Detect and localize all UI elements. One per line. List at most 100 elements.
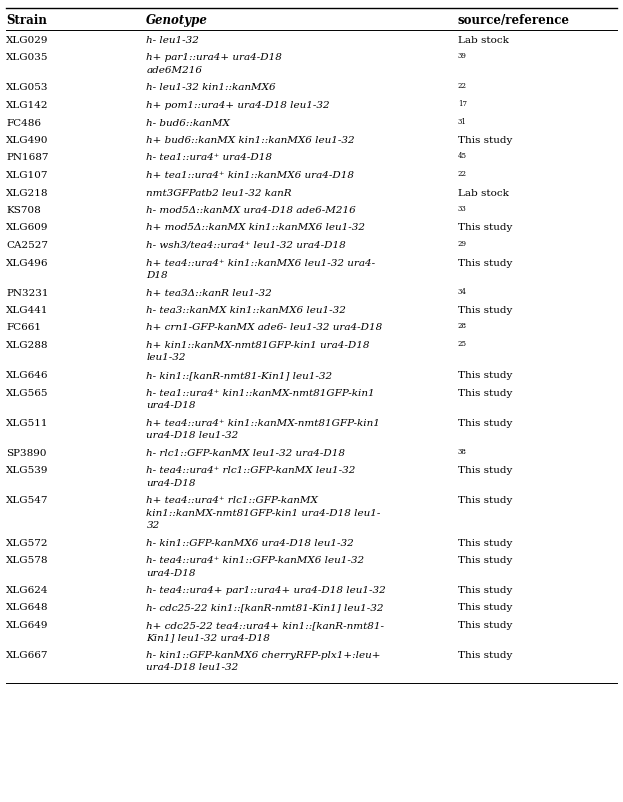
- Text: ura4-D18: ura4-D18: [146, 401, 196, 410]
- Text: h- tea4::ura4⁺ rlc1::GFP-kanMX leu1-32: h- tea4::ura4⁺ rlc1::GFP-kanMX leu1-32: [146, 466, 356, 475]
- Text: leu1-32: leu1-32: [146, 354, 186, 363]
- Text: kin1::kanMX-nmt81GFP-kin1 ura4-D18 leu1-: kin1::kanMX-nmt81GFP-kin1 ura4-D18 leu1-: [146, 508, 381, 517]
- Text: XLG667: XLG667: [6, 651, 49, 660]
- Text: XLG053: XLG053: [6, 83, 49, 92]
- Text: ura4-D18: ura4-D18: [146, 479, 196, 488]
- Text: Kin1] leu1-32 ura4-D18: Kin1] leu1-32 ura4-D18: [146, 634, 270, 642]
- Text: XLG035: XLG035: [6, 54, 49, 63]
- Text: XLG547: XLG547: [6, 496, 49, 505]
- Text: XLG107: XLG107: [6, 171, 49, 180]
- Text: h- tea1::ura4⁺ kin1::kanMX-nmt81GFP-kin1: h- tea1::ura4⁺ kin1::kanMX-nmt81GFP-kin1: [146, 388, 375, 398]
- Text: This study: This study: [458, 538, 512, 548]
- Text: XLG441: XLG441: [6, 306, 49, 315]
- Text: D18: D18: [146, 271, 168, 280]
- Text: 25: 25: [458, 340, 467, 348]
- Text: h- tea4::ura4⁺ kin1::GFP-kanMX6 leu1-32: h- tea4::ura4⁺ kin1::GFP-kanMX6 leu1-32: [146, 556, 364, 565]
- Text: XLG565: XLG565: [6, 388, 49, 398]
- Text: 29: 29: [458, 240, 467, 248]
- Text: XLG218: XLG218: [6, 188, 49, 197]
- Text: Lab stock: Lab stock: [458, 36, 509, 45]
- Text: This study: This study: [458, 466, 512, 475]
- Text: h- tea3::kanMX kin1::kanMX6 leu1-32: h- tea3::kanMX kin1::kanMX6 leu1-32: [146, 306, 346, 315]
- Text: h+ tea1::ura4⁺ kin1::kanMX6 ura4-D18: h+ tea1::ura4⁺ kin1::kanMX6 ura4-D18: [146, 171, 354, 180]
- Text: h- leu1-32: h- leu1-32: [146, 36, 199, 45]
- Text: SP3890: SP3890: [6, 448, 47, 457]
- Text: This study: This study: [458, 258, 512, 268]
- Text: ura4-D18 leu1-32: ura4-D18 leu1-32: [146, 663, 239, 673]
- Text: 22: 22: [458, 83, 467, 91]
- Text: XLG490: XLG490: [6, 136, 49, 145]
- Text: 33: 33: [458, 205, 467, 213]
- Text: XLG624: XLG624: [6, 586, 49, 595]
- Text: ade6M216: ade6M216: [146, 66, 202, 75]
- Text: h+ tea3Δ::kanR leu1-32: h+ tea3Δ::kanR leu1-32: [146, 289, 272, 298]
- Text: FC661: FC661: [6, 323, 41, 333]
- Text: h+ mod5Δ::kanMX kin1::kanMX6 leu1-32: h+ mod5Δ::kanMX kin1::kanMX6 leu1-32: [146, 224, 366, 233]
- Text: PN3231: PN3231: [6, 289, 49, 298]
- Text: This study: This study: [458, 419, 512, 427]
- Text: This study: This study: [458, 388, 512, 398]
- Text: h+ tea4::ura4⁺ kin1::kanMX6 leu1-32 ura4-: h+ tea4::ura4⁺ kin1::kanMX6 leu1-32 ura4…: [146, 258, 376, 268]
- Text: XLG572: XLG572: [6, 538, 49, 548]
- Text: XLG648: XLG648: [6, 603, 49, 613]
- Text: 32: 32: [146, 521, 159, 530]
- Text: This study: This study: [458, 603, 512, 613]
- Text: XLG646: XLG646: [6, 371, 49, 380]
- Text: XLG578: XLG578: [6, 556, 49, 565]
- Text: KS708: KS708: [6, 206, 41, 215]
- Text: h- rlc1::GFP-kanMX leu1-32 ura4-D18: h- rlc1::GFP-kanMX leu1-32 ura4-D18: [146, 448, 345, 457]
- Text: XLG288: XLG288: [6, 341, 49, 350]
- Text: h+ pom1::ura4+ ura4-D18 leu1-32: h+ pom1::ura4+ ura4-D18 leu1-32: [146, 101, 330, 110]
- Text: PN1687: PN1687: [6, 153, 49, 163]
- Text: 28: 28: [458, 322, 467, 330]
- Text: h- tea4::ura4+ par1::ura4+ ura4-D18 leu1-32: h- tea4::ura4+ par1::ura4+ ura4-D18 leu1…: [146, 586, 386, 595]
- Text: ura4-D18: ura4-D18: [146, 569, 196, 577]
- Text: XLG609: XLG609: [6, 224, 49, 233]
- Text: XLG029: XLG029: [6, 36, 49, 45]
- Text: source/reference: source/reference: [458, 14, 570, 27]
- Text: 34: 34: [458, 287, 467, 295]
- Text: h- kin1::[kanR-nmt81-Kin1] leu1-32: h- kin1::[kanR-nmt81-Kin1] leu1-32: [146, 371, 333, 380]
- Text: h+ bud6::kanMX kin1::kanMX6 leu1-32: h+ bud6::kanMX kin1::kanMX6 leu1-32: [146, 136, 355, 145]
- Text: XLG511: XLG511: [6, 419, 49, 427]
- Text: Genotype: Genotype: [146, 14, 208, 27]
- Text: XLG142: XLG142: [6, 101, 49, 110]
- Text: h+ tea4::ura4⁺ kin1::kanMX-nmt81GFP-kin1: h+ tea4::ura4⁺ kin1::kanMX-nmt81GFP-kin1: [146, 419, 380, 427]
- Text: h- leu1-32 kin1::kanMX6: h- leu1-32 kin1::kanMX6: [146, 83, 276, 92]
- Text: 39: 39: [458, 52, 467, 60]
- Text: Strain: Strain: [6, 14, 47, 27]
- Text: 31: 31: [458, 118, 467, 125]
- Text: 17: 17: [458, 100, 467, 108]
- Text: 45: 45: [458, 152, 467, 160]
- Text: 22: 22: [458, 170, 467, 178]
- Text: h+ cdc25-22 tea4::ura4+ kin1::[kanR-nmt81-: h+ cdc25-22 tea4::ura4+ kin1::[kanR-nmt8…: [146, 621, 384, 630]
- Text: This study: This study: [458, 371, 512, 380]
- Text: Lab stock: Lab stock: [458, 188, 509, 197]
- Text: h+ crn1-GFP-kanMX ade6- leu1-32 ura4-D18: h+ crn1-GFP-kanMX ade6- leu1-32 ura4-D18: [146, 323, 383, 333]
- Text: h- cdc25-22 kin1::[kanR-nmt81-Kin1] leu1-32: h- cdc25-22 kin1::[kanR-nmt81-Kin1] leu1…: [146, 603, 384, 613]
- Text: XLG649: XLG649: [6, 621, 49, 630]
- Text: h+ kin1::kanMX-nmt81GFP-kin1 ura4-D18: h+ kin1::kanMX-nmt81GFP-kin1 ura4-D18: [146, 341, 370, 350]
- Text: This study: This study: [458, 621, 512, 630]
- Text: 38: 38: [458, 448, 467, 456]
- Text: This study: This study: [458, 651, 512, 660]
- Text: h+ tea4::ura4⁺ rlc1::GFP-kanMX: h+ tea4::ura4⁺ rlc1::GFP-kanMX: [146, 496, 318, 505]
- Text: This study: This study: [458, 306, 512, 315]
- Text: This study: This study: [458, 136, 512, 145]
- Text: This study: This study: [458, 224, 512, 233]
- Text: h+ par1::ura4+ ura4-D18: h+ par1::ura4+ ura4-D18: [146, 54, 282, 63]
- Text: h- tea1::ura4⁺ ura4-D18: h- tea1::ura4⁺ ura4-D18: [146, 153, 272, 163]
- Text: h- wsh3/tea4::ura4⁺ leu1-32 ura4-D18: h- wsh3/tea4::ura4⁺ leu1-32 ura4-D18: [146, 241, 346, 250]
- Text: CA2527: CA2527: [6, 241, 48, 250]
- Text: h- kin1::GFP-kanMX6 cherryRFP-plx1+:leu+: h- kin1::GFP-kanMX6 cherryRFP-plx1+:leu+: [146, 651, 381, 660]
- Text: This study: This study: [458, 556, 512, 565]
- Text: FC486: FC486: [6, 119, 41, 128]
- Text: ura4-D18 leu1-32: ura4-D18 leu1-32: [146, 431, 239, 440]
- Text: h- bud6::kanMX: h- bud6::kanMX: [146, 119, 231, 128]
- Text: XLG496: XLG496: [6, 258, 49, 268]
- Text: h- mod5Δ::kanMX ura4-D18 ade6-M216: h- mod5Δ::kanMX ura4-D18 ade6-M216: [146, 206, 356, 215]
- Text: nmt3GFPatb2 leu1-32 kanR: nmt3GFPatb2 leu1-32 kanR: [146, 188, 292, 197]
- Text: This study: This study: [458, 496, 512, 505]
- Text: This study: This study: [458, 586, 512, 595]
- Text: h- kin1::GFP-kanMX6 ura4-D18 leu1-32: h- kin1::GFP-kanMX6 ura4-D18 leu1-32: [146, 538, 354, 548]
